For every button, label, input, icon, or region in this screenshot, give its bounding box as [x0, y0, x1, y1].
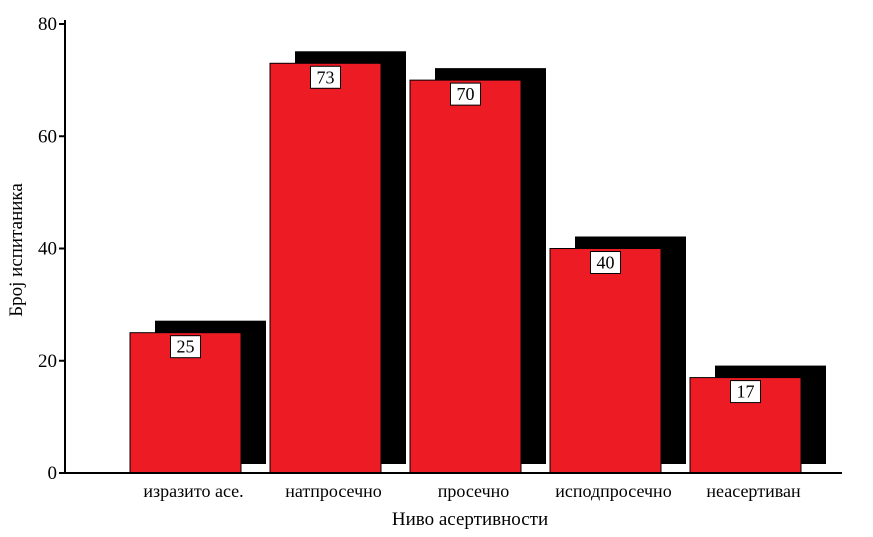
bar-2 — [269, 62, 382, 474]
data-label-box — [310, 65, 341, 89]
data-label-box — [590, 251, 621, 274]
bar-3 — [409, 79, 522, 474]
data-label: 70 — [450, 82, 481, 106]
x-category-label: просечно — [438, 481, 510, 501]
data-label: 25 — [170, 335, 201, 359]
data-label-text: 73 — [317, 67, 335, 87]
data-label-text: 40 — [597, 253, 615, 273]
x-category-label: изразито асе. — [143, 481, 243, 501]
x-category-label: исподпросечно — [555, 481, 671, 501]
data-label: 73 — [310, 65, 341, 89]
y-tick-label: 20 — [38, 351, 57, 372]
x-category-label: натпросечно — [285, 481, 382, 501]
x-category-labels: изразито асе. натпросечно просечно исподпро… — [143, 481, 801, 501]
data-label-box — [170, 335, 201, 359]
x-axis-title: Ниво асертивности — [392, 509, 548, 530]
y-tick-label: 40 — [38, 239, 57, 260]
y-ticks: 0 20 40 60 80 — [38, 14, 65, 484]
data-label-box — [730, 380, 761, 404]
data-label-text: 25 — [177, 337, 195, 357]
y-tick-label: 80 — [38, 14, 57, 35]
y-axis-title: Број испитаника — [6, 183, 27, 317]
data-label: 17 — [730, 380, 761, 404]
data-label-text: 17 — [737, 382, 755, 402]
bar-4 — [549, 248, 662, 474]
data-label-text: 70 — [457, 84, 475, 104]
y-tick-label: 0 — [48, 463, 58, 484]
x-category-label: неасертиван — [706, 481, 801, 501]
axes — [64, 20, 842, 474]
data-labels: 25 73 70 40 17 — [170, 65, 761, 404]
y-tick-label: 60 — [38, 126, 57, 147]
data-label-box — [450, 82, 481, 106]
data-label: 40 — [590, 251, 621, 274]
bars — [129, 62, 802, 474]
